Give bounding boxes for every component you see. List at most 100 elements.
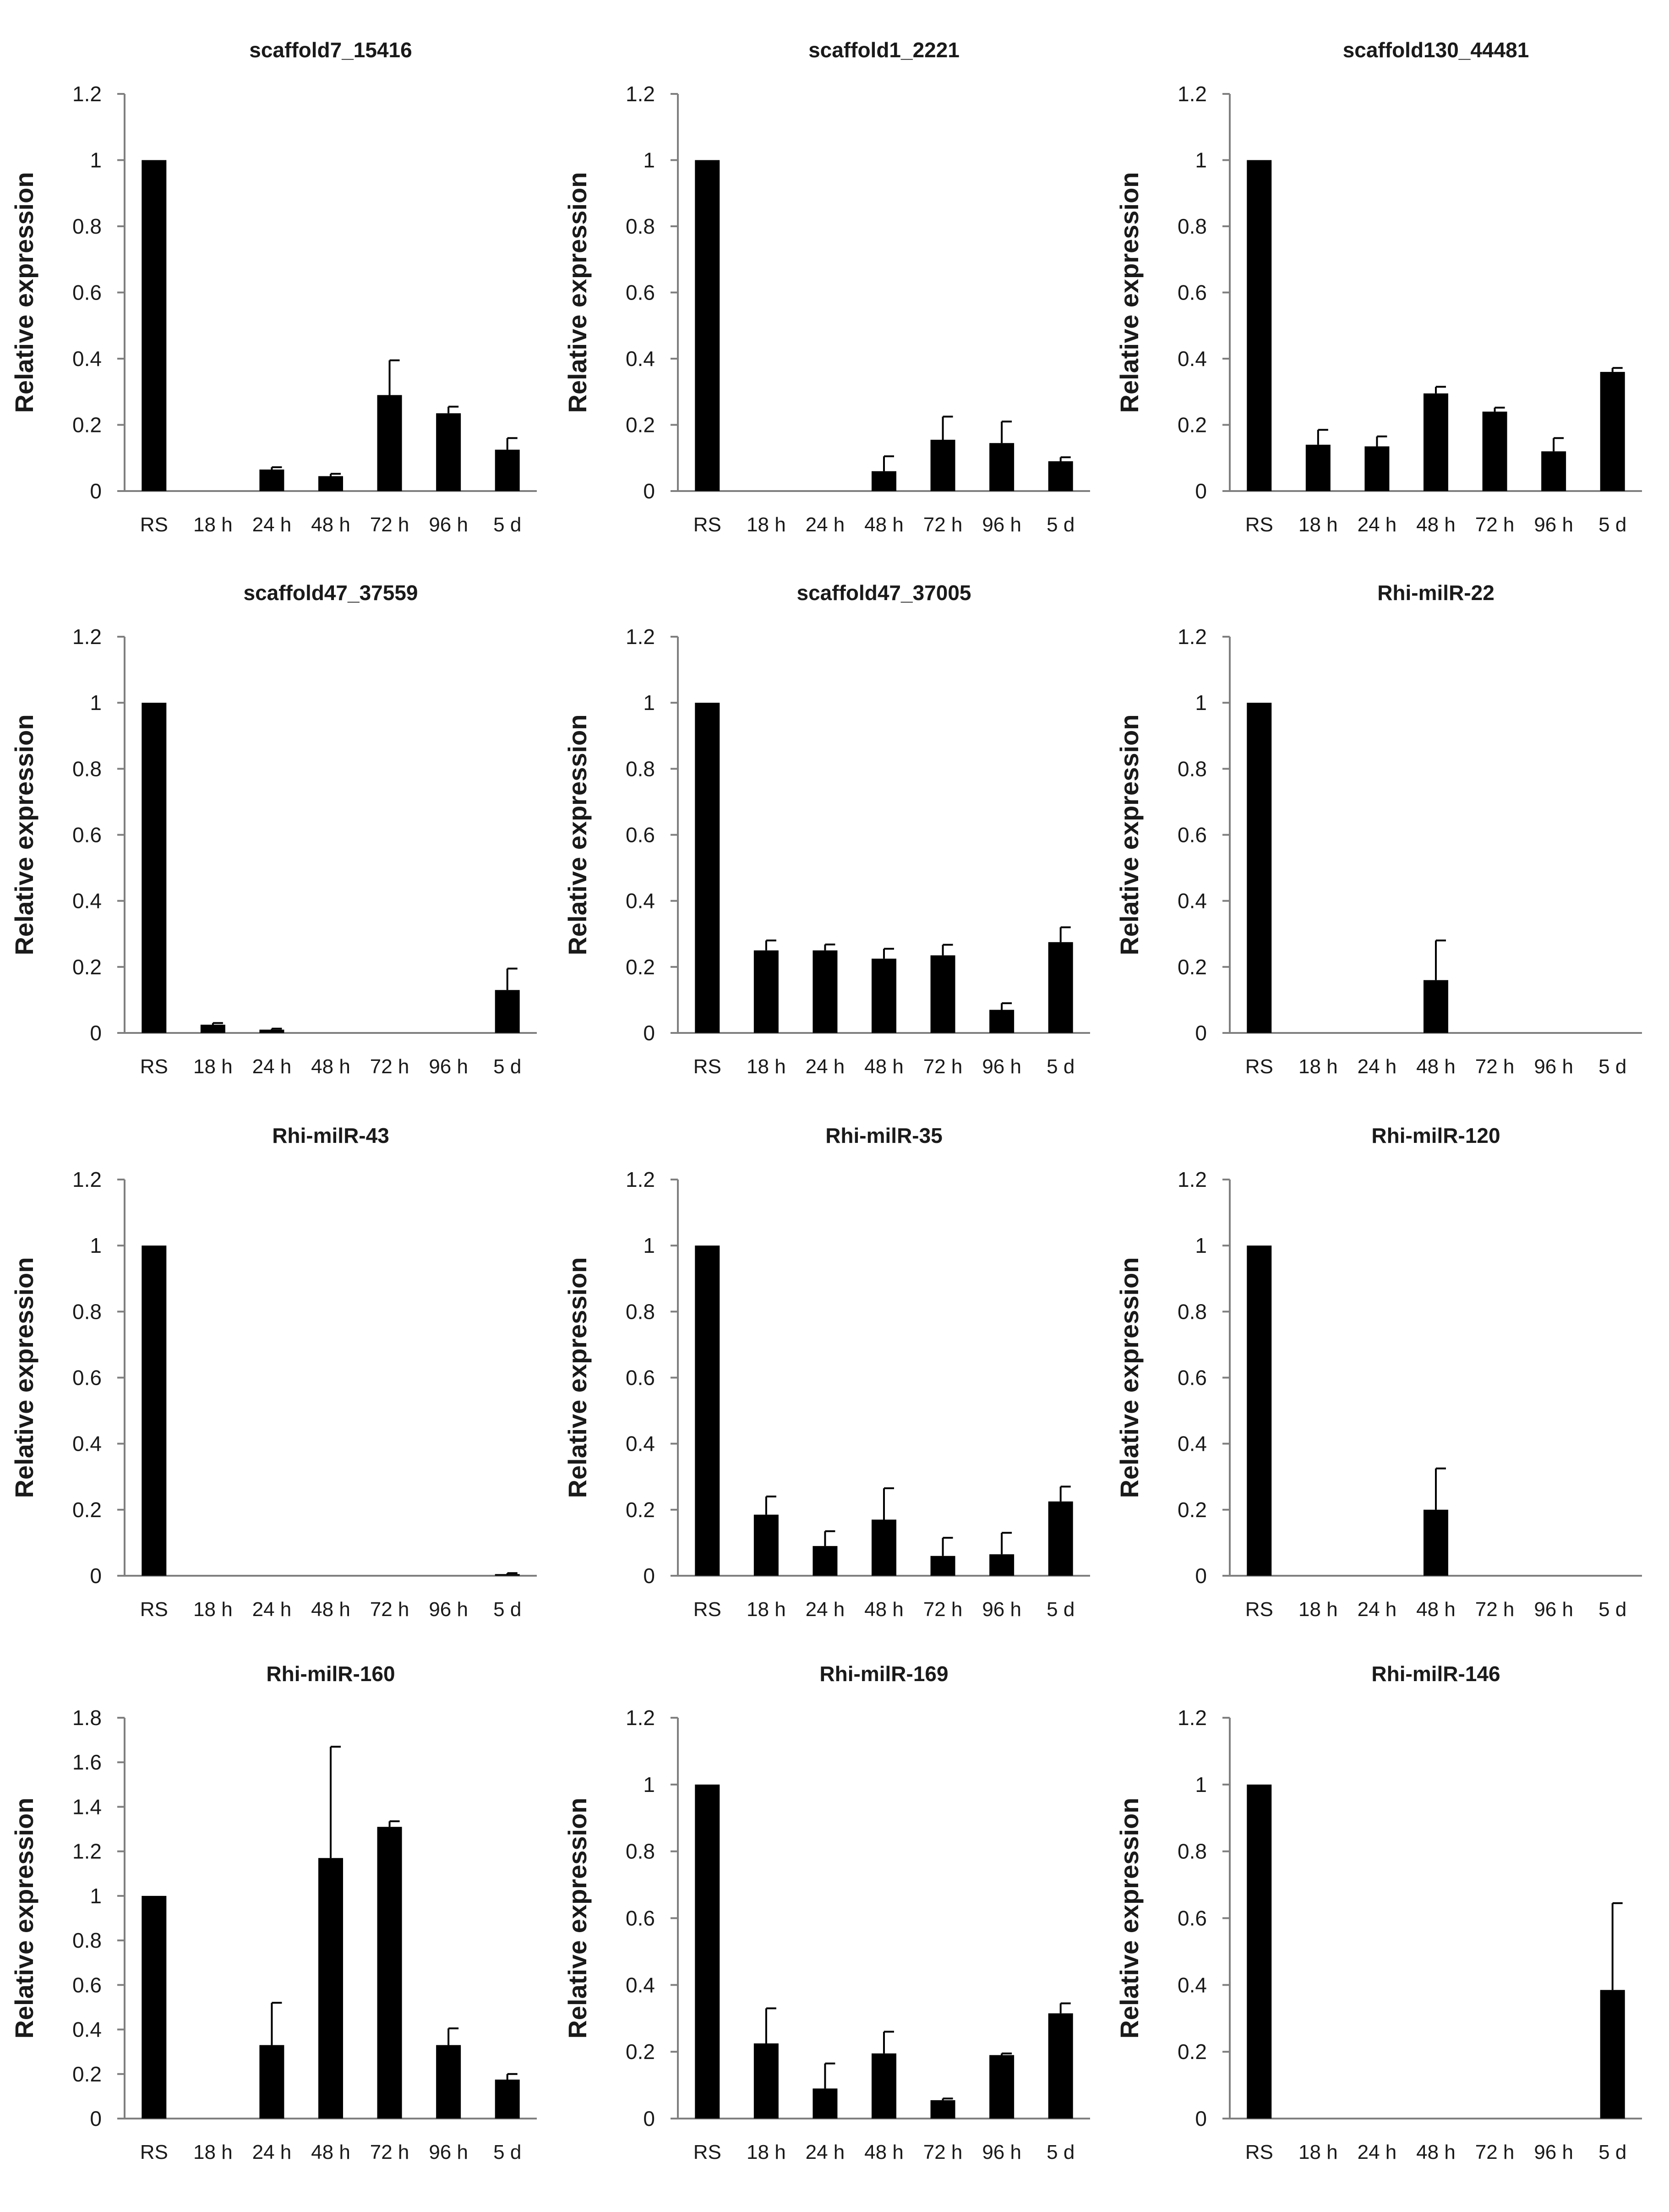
chart-title: scaffold47_37559 xyxy=(243,581,418,605)
y-tick-label: 0.6 xyxy=(626,1906,655,1930)
y-tick-label: 0.8 xyxy=(1178,214,1207,238)
bar xyxy=(930,1556,955,1576)
x-tick-label: 72 h xyxy=(370,2141,409,2163)
y-tick-label: 0 xyxy=(1195,2107,1207,2130)
chart-title: Rhi-milR-120 xyxy=(1371,1124,1500,1147)
y-tick-label: 0 xyxy=(643,1021,655,1045)
x-tick-label: 96 h xyxy=(982,2141,1021,2163)
y-tick-label: 0.6 xyxy=(1178,1366,1207,1390)
bar xyxy=(1305,444,1331,491)
bar xyxy=(930,2100,955,2119)
y-tick-label: 0.2 xyxy=(626,2040,655,2064)
y-tick-label: 0 xyxy=(90,479,102,503)
chart-title: Rhi-milR-169 xyxy=(819,1662,948,1686)
y-tick-label: 1 xyxy=(643,1773,655,1797)
y-tick-label: 0.4 xyxy=(626,347,655,371)
chart-title: Rhi-milR-35 xyxy=(825,1124,943,1147)
x-tick-label: 96 h xyxy=(1534,1598,1573,1621)
y-tick-label: 1.6 xyxy=(72,1750,102,1774)
x-tick-label: 18 h xyxy=(193,1055,233,1078)
x-tick-label: RS xyxy=(140,1598,168,1621)
x-tick-label: 72 h xyxy=(923,2141,963,2163)
y-tick-label: 0.2 xyxy=(72,2062,102,2086)
y-tick-label: 0.2 xyxy=(626,955,655,979)
x-tick-label: 48 h xyxy=(1416,1055,1456,1078)
x-tick-label: RS xyxy=(693,2141,721,2163)
y-tick-label: 0.4 xyxy=(1178,1973,1207,1997)
x-tick-label: 24 h xyxy=(252,1598,292,1621)
chart-panel-1: scaffold7_15416 Relative expression 0 0.2 0.… xyxy=(10,38,537,536)
x-tick-label: 5 d xyxy=(493,1055,521,1078)
bar xyxy=(989,443,1014,491)
bar xyxy=(695,1784,720,2119)
x-tick-label: 72 h xyxy=(923,1055,963,1078)
y-tick-label: 1 xyxy=(90,148,102,172)
bar xyxy=(695,703,720,1033)
y-tick-label: 1.2 xyxy=(72,1840,102,1863)
bar xyxy=(142,1245,167,1576)
bar xyxy=(1600,371,1625,491)
x-tick-label: 48 h xyxy=(864,513,904,536)
x-tick-label: 96 h xyxy=(1534,1055,1573,1078)
x-tick-label: RS xyxy=(140,513,168,536)
x-tick-label: 5 d xyxy=(1598,1598,1626,1621)
x-tick-label: 48 h xyxy=(864,1055,904,1078)
y-tick-label: 0.8 xyxy=(626,214,655,238)
bar xyxy=(989,1010,1014,1033)
chart-panel-4: scaffold47_37559 Relative expression 0 0.2 0… xyxy=(10,581,537,1078)
x-tick-label: 96 h xyxy=(429,1055,468,1078)
y-tick-label: 0.2 xyxy=(1178,2040,1207,2064)
bar xyxy=(318,476,343,491)
chart-panel-2: scaffold1_2221 Relative expression 0 0.2 0.4… xyxy=(563,38,1090,536)
x-tick-label: 5 d xyxy=(1047,1598,1074,1621)
y-tick-label: 0.6 xyxy=(1178,281,1207,305)
y-tick-label: 0 xyxy=(1195,1021,1207,1045)
bar xyxy=(1247,703,1272,1033)
x-tick-label: 24 h xyxy=(1358,513,1397,536)
y-tick-label: 0.2 xyxy=(1178,413,1207,437)
x-tick-label: 5 d xyxy=(1047,2141,1074,2163)
bar xyxy=(1424,393,1448,491)
y-tick-label: 0.8 xyxy=(72,1300,102,1323)
bar xyxy=(495,1574,520,1576)
y-axis-label: Relative expression xyxy=(1115,1797,1144,2038)
x-tick-label: 18 h xyxy=(747,1055,786,1078)
y-tick-label: 0 xyxy=(643,1564,655,1588)
chart-title: scaffold1_2221 xyxy=(808,38,960,62)
y-tick-label: 0.8 xyxy=(72,1928,102,1952)
bar xyxy=(989,1554,1014,1576)
x-tick-label: 48 h xyxy=(311,2141,350,2163)
chart-panel-7: Rhi-milR-43 Relative expression 0 0.2 0.4 0.6… xyxy=(10,1124,537,1621)
x-tick-label: 48 h xyxy=(864,1598,904,1621)
x-tick-label: 5 d xyxy=(1598,513,1626,536)
y-tick-label: 0.8 xyxy=(626,1300,655,1323)
y-tick-label: 1 xyxy=(90,1234,102,1257)
x-tick-label: 24 h xyxy=(806,1055,845,1078)
y-tick-label: 0.2 xyxy=(1178,955,1207,979)
y-tick-label: 0.4 xyxy=(72,1432,102,1456)
y-axis-label: Relative expression xyxy=(563,1797,592,2038)
x-tick-label: 48 h xyxy=(311,1598,350,1621)
bar xyxy=(1424,980,1448,1033)
x-tick-label: 18 h xyxy=(193,2141,233,2163)
y-tick-label: 1.2 xyxy=(626,82,655,106)
y-tick-label: 0.6 xyxy=(72,1973,102,1997)
y-tick-label: 0.2 xyxy=(626,1498,655,1522)
bar xyxy=(318,1858,343,2119)
bar xyxy=(142,160,167,491)
y-tick-label: 0.8 xyxy=(626,757,655,781)
y-tick-label: 1.2 xyxy=(72,1168,102,1191)
chart-panel-12: Rhi-milR-146 Relative expression 0 0.2 0.4 0.… xyxy=(1115,1662,1642,2163)
y-tick-label: 1.4 xyxy=(72,1795,102,1819)
chart-title: scaffold47_37005 xyxy=(796,581,971,605)
x-tick-label: 72 h xyxy=(923,1598,963,1621)
x-tick-label: 72 h xyxy=(1475,2141,1515,2163)
y-tick-label: 0.6 xyxy=(1178,823,1207,847)
y-tick-label: 1 xyxy=(1195,148,1207,172)
x-tick-label: RS xyxy=(140,2141,168,2163)
y-tick-label: 1 xyxy=(643,148,655,172)
x-tick-label: 24 h xyxy=(806,1598,845,1621)
y-tick-label: 0.4 xyxy=(626,889,655,913)
x-tick-label: 72 h xyxy=(370,1598,409,1621)
bar xyxy=(872,958,896,1033)
